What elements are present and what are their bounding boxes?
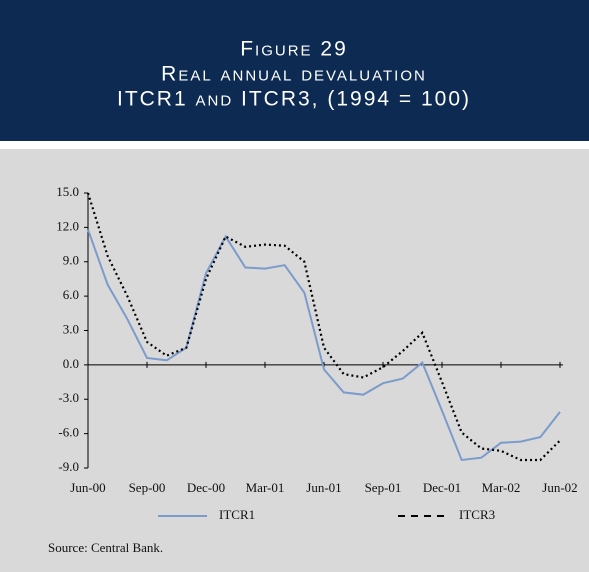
source-note: Source: Central Bank.: [48, 540, 163, 555]
x-tick-label: Dec-01: [423, 480, 461, 495]
y-tick-label: -6.0: [58, 425, 79, 440]
y-tick-label: 12.0: [56, 218, 79, 233]
chart-panel: [0, 149, 589, 572]
series-line: [87, 229, 561, 462]
y-tick-label: -3.0: [58, 390, 79, 405]
x-tick-label: Mar-02: [482, 480, 521, 495]
header-panel: [0, 0, 589, 141]
x-tick-label: Jun-02: [542, 480, 577, 495]
legend-label: ITCR1: [219, 507, 255, 522]
x-tick-label: Jun-01: [306, 480, 341, 495]
title-line: ITCR1 and ITCR3, (1994 = 100): [117, 88, 471, 111]
y-tick-label: 6.0: [63, 287, 79, 302]
x-tick-label: Dec-00: [187, 480, 225, 495]
x-tick-label: Sep-01: [365, 480, 402, 495]
y-tick-label: 15.0: [56, 184, 79, 199]
x-tick-label: Jun-00: [70, 480, 105, 495]
x-tick-label: Mar-01: [246, 480, 285, 495]
x-tick-label: Sep-00: [129, 480, 166, 495]
y-tick-label: 3.0: [63, 321, 79, 336]
title-line: Figure 29: [240, 38, 348, 61]
legend-label: ITCR3: [459, 507, 495, 522]
y-tick-label: -9.0: [58, 459, 79, 474]
y-tick-label: 0.0: [63, 356, 79, 371]
y-tick-label: 9.0: [63, 253, 79, 268]
title-line: Real annual devaluation: [161, 63, 427, 86]
